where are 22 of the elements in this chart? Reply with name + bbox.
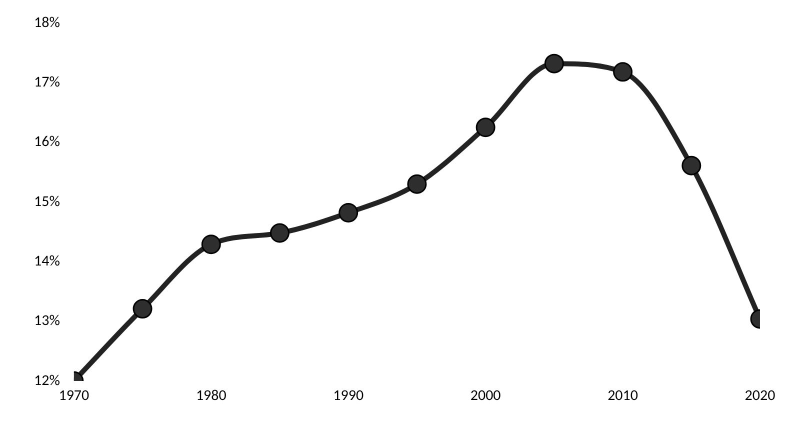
y-tick-label: 16% <box>34 133 60 152</box>
point <box>270 223 290 243</box>
point <box>407 174 427 194</box>
x-tick-label: 2000 <box>470 386 502 405</box>
point <box>338 202 358 222</box>
x-tick-label: 1980 <box>196 386 227 405</box>
y-tick-label: 12% <box>34 372 60 390</box>
x-tick-label: 2010 <box>608 386 638 405</box>
point <box>132 299 152 319</box>
y-tick-label: 14% <box>34 252 60 270</box>
point <box>613 62 633 82</box>
point <box>544 54 564 74</box>
point <box>682 156 702 176</box>
y-tick-label: 15% <box>34 192 60 211</box>
point <box>201 234 221 254</box>
y-tick-label: 13% <box>34 312 60 330</box>
x-tick-label: 1990 <box>333 386 364 405</box>
y-tick-label: 18% <box>34 14 60 32</box>
point <box>476 118 496 138</box>
x-tick-label: 2020 <box>744 386 776 405</box>
y-tick-label: 17% <box>34 73 60 92</box>
x-tick-label: 1970 <box>58 386 90 405</box>
